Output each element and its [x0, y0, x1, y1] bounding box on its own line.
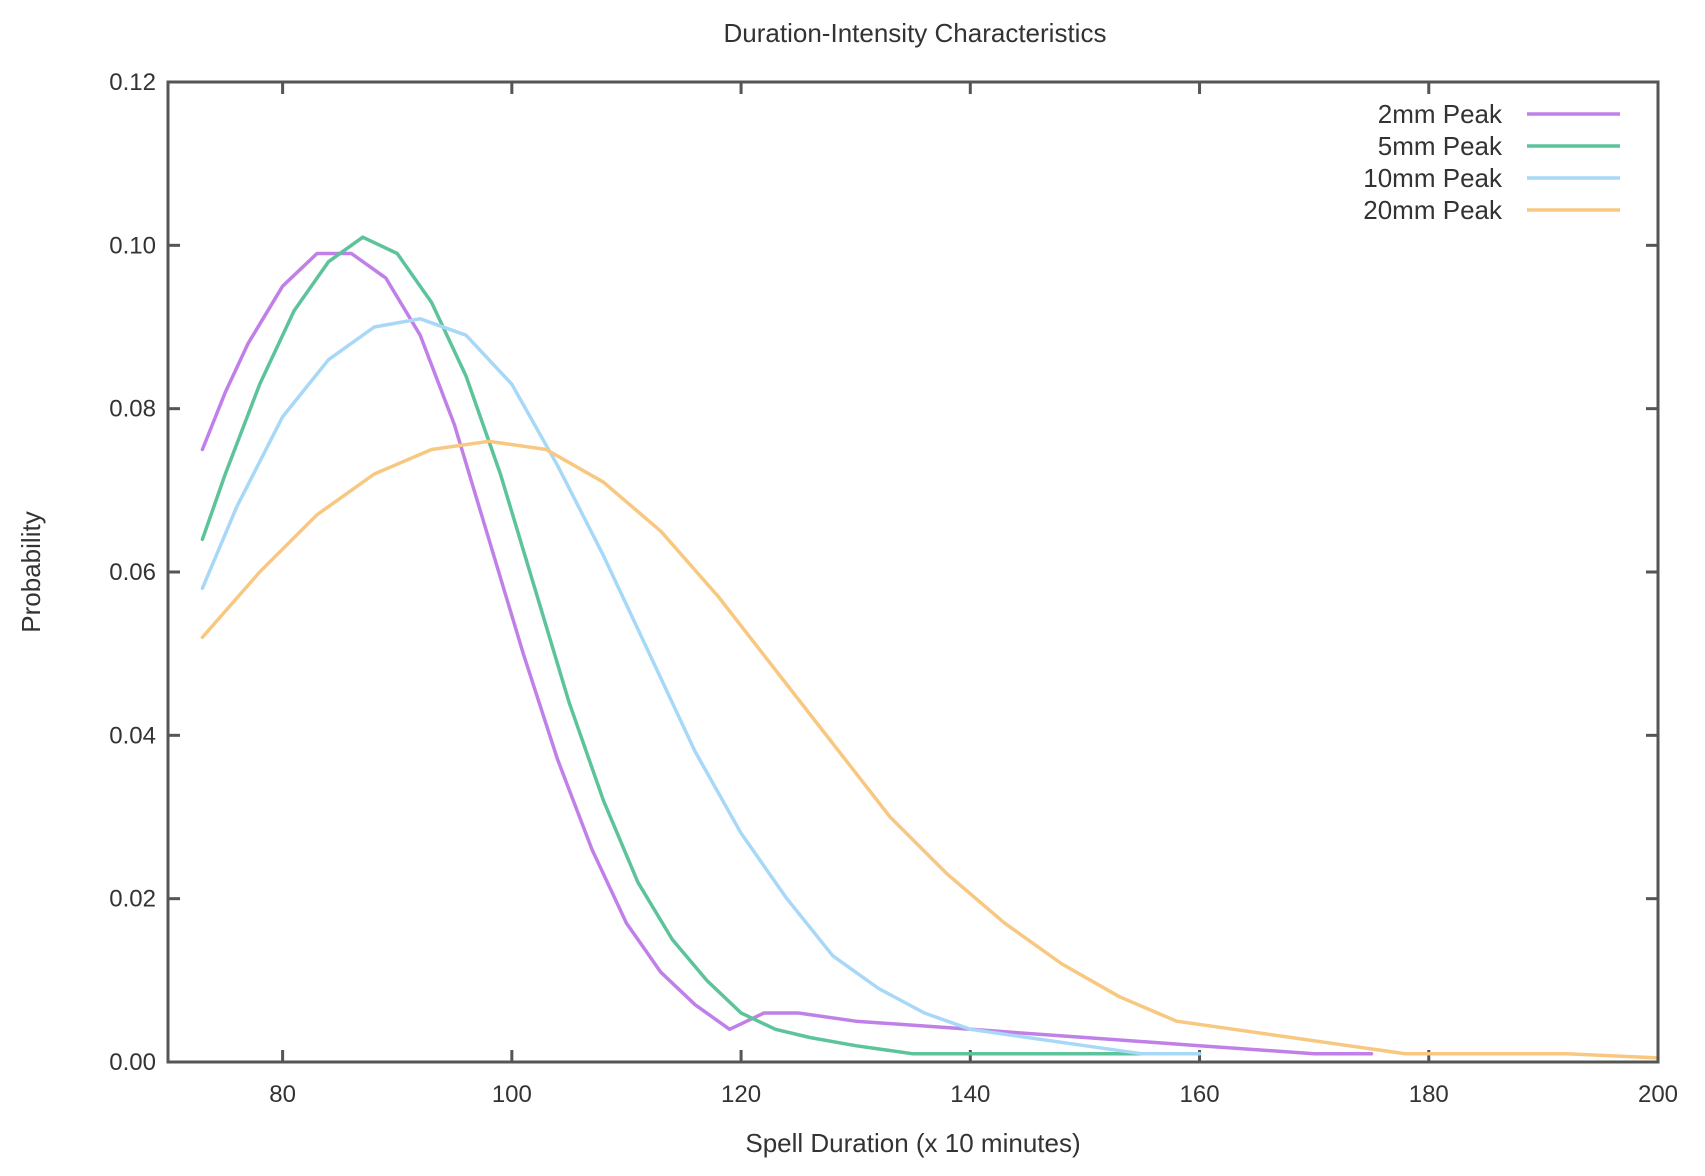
legend-label: 10mm Peak: [1363, 163, 1503, 193]
plot-area: [200, 235, 1660, 1060]
x-tick-label: 80: [269, 1081, 296, 1108]
y-tick-label: 0.06: [109, 559, 156, 586]
y-tick-label: 0.12: [109, 69, 156, 96]
y-axis: 0.00 0.02 0.04 0.06 0.08 0.10 0.12: [109, 69, 1658, 1076]
y-tick-label: 0.02: [109, 886, 156, 913]
x-tick-label: 180: [1409, 1081, 1449, 1108]
y-tick-label: 0.08: [109, 396, 156, 423]
y-tick-label: 0.00: [109, 1049, 156, 1076]
series-line-2mm-peak: [200, 251, 1374, 1056]
x-axis: 80 100 120 140 160 180 200: [269, 82, 1678, 1108]
chart-title: Duration-Intensity Characteristics: [724, 18, 1107, 48]
plot-frame: [166, 80, 1660, 1064]
series-line-10mm-peak: [200, 317, 1202, 1056]
y-tick-label: 0.04: [109, 722, 156, 749]
legend-label: 2mm Peak: [1378, 99, 1503, 129]
x-tick-label: 140: [950, 1081, 990, 1108]
x-tick-label: 100: [492, 1081, 532, 1108]
legend-label: 5mm Peak: [1378, 131, 1503, 161]
x-axis-label: Spell Duration (x 10 minutes): [745, 1128, 1080, 1158]
x-tick-label: 120: [721, 1081, 761, 1108]
series-line-5mm-peak: [200, 235, 1202, 1056]
x-tick-label: 160: [1180, 1081, 1220, 1108]
x-tick-label: 200: [1638, 1081, 1678, 1108]
y-axis-label: Probability: [16, 511, 46, 632]
series-line-20mm-peak: [200, 439, 1660, 1060]
legend-label: 20mm Peak: [1363, 195, 1503, 225]
y-tick-label: 0.10: [109, 232, 156, 259]
